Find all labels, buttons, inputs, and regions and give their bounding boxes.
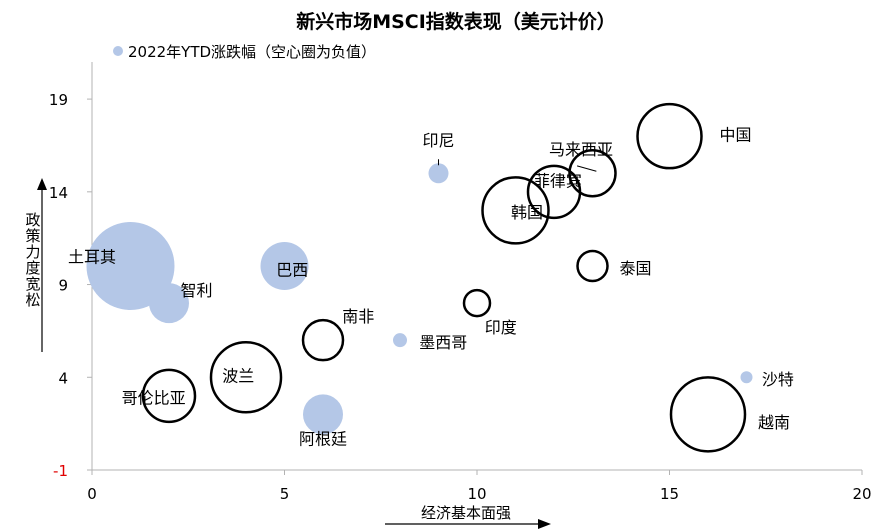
point-label: 墨西哥: [419, 333, 467, 352]
point-label: 土耳其: [68, 248, 116, 267]
bubble: [428, 163, 449, 184]
x-tick-label: 0: [87, 485, 97, 503]
y-tick-label: 9: [58, 277, 68, 295]
bubble: [576, 249, 609, 283]
bubble: [481, 176, 550, 245]
point-label: 阿根廷: [299, 429, 347, 448]
y-tick-label: 19: [49, 91, 68, 109]
point-label: 智利: [181, 281, 213, 300]
bubble: [209, 341, 283, 414]
bubble: [393, 333, 407, 348]
point-label: 菲律宾: [534, 172, 582, 191]
y-axis-arrowhead: [37, 178, 47, 190]
x-tick-label: 15: [660, 485, 679, 503]
x-tick-label: 10: [467, 485, 486, 503]
point-label: 南非: [342, 307, 374, 326]
point-label: 波兰: [222, 366, 254, 385]
point-label: 泰国: [619, 259, 651, 278]
point-label: 中国: [720, 125, 752, 144]
y-tick-label: 14: [49, 184, 68, 202]
bubble: [260, 242, 309, 290]
point-label: 巴西: [276, 261, 308, 280]
chart-title: 新兴市场MSCI指数表现（美元计价）: [296, 10, 616, 33]
point-label: 马来西亚: [549, 140, 613, 159]
plot-area: 0 5 10 15 20 -1 4 9 14 19: [37, 62, 872, 529]
bubble: [636, 102, 703, 170]
y-axis-title: 政策力度宽松: [25, 211, 40, 309]
bubble: [669, 376, 747, 453]
y-tick-label: -1: [53, 462, 68, 480]
x-axis-title: 经济基本面强: [421, 504, 511, 522]
point-label: 印度: [485, 318, 517, 337]
legend-marker: [113, 46, 123, 56]
axis-titles: 经济基本面强 政策力度宽松: [25, 211, 511, 522]
bubble: [740, 371, 753, 384]
point-label: 越南: [758, 413, 790, 432]
bubble: [149, 283, 189, 324]
bubble: [462, 288, 492, 318]
bubble: [86, 222, 175, 310]
point-label: 韩国: [511, 203, 543, 222]
legend-label: 2022年YTD涨跌幅（空心圈为负值）: [128, 43, 376, 61]
point-label: 哥伦比亚: [122, 389, 186, 408]
x-axis-arrowhead: [538, 519, 551, 529]
point-label: 印尼: [422, 131, 454, 150]
x-tick-label: 5: [280, 485, 290, 503]
y-tick-label: 4: [58, 369, 68, 387]
x-tick-label: 20: [852, 485, 871, 503]
bubble: [303, 394, 343, 435]
point-label: 沙特: [762, 370, 794, 389]
bubble: [568, 149, 617, 198]
malaysia-leader-line: [576, 165, 597, 172]
bubble: [301, 318, 345, 362]
bubble: [141, 368, 197, 424]
